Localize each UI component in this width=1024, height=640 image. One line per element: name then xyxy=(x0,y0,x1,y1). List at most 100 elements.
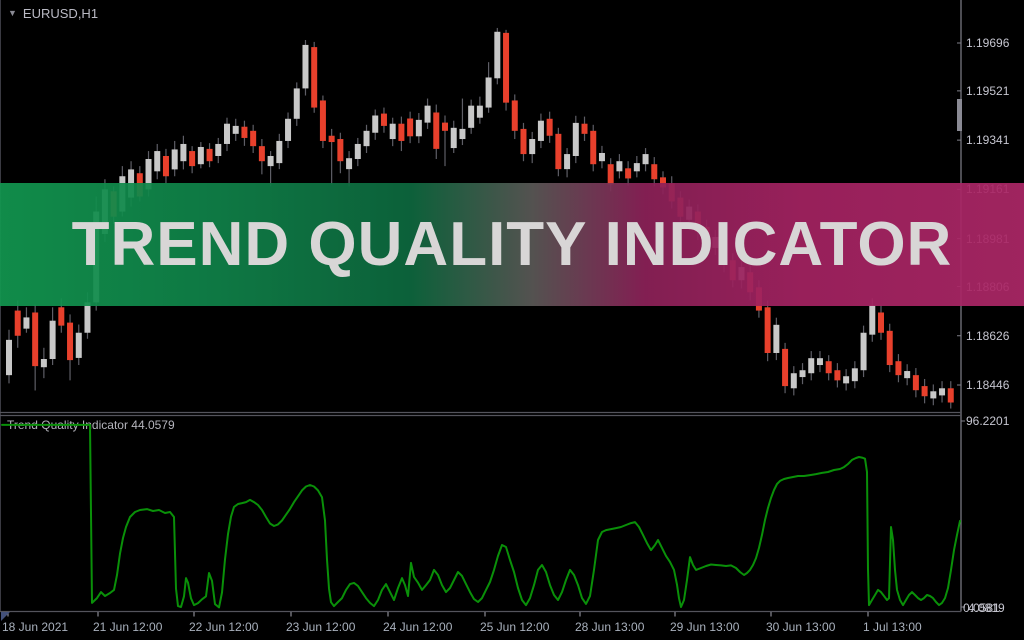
candle-bull xyxy=(197,146,204,165)
time-axis-label: 22 Jun 12:00 xyxy=(189,620,259,634)
candle-bear xyxy=(825,361,832,374)
candle-bull xyxy=(424,105,431,123)
candle-bear xyxy=(834,370,841,381)
candle-bear xyxy=(319,100,326,141)
candle-bull xyxy=(180,143,187,162)
candle-bull xyxy=(389,123,396,140)
indicator-scale-min-label-overlap: 4.0819 xyxy=(968,601,1005,615)
candle-bull xyxy=(904,371,911,379)
candle-bear xyxy=(886,330,893,366)
candle-bear xyxy=(895,361,902,376)
price-axis-label: 1.18446 xyxy=(966,378,1010,392)
candle-bear xyxy=(660,177,666,188)
promo-banner: TREND QUALITY INDICATOR xyxy=(0,183,1024,306)
candle-bull xyxy=(276,140,283,164)
candle-bear xyxy=(433,112,440,149)
candle-bull xyxy=(354,143,361,160)
candle-bull xyxy=(494,31,501,79)
candle-bear xyxy=(58,307,65,326)
candle-bear xyxy=(380,113,387,126)
candle-bull xyxy=(171,149,178,170)
candle-bear xyxy=(337,139,344,162)
candle-bull xyxy=(808,358,815,374)
price-axis-thumb[interactable] xyxy=(957,99,962,131)
candle-bull xyxy=(40,359,47,368)
candle-bull xyxy=(215,143,222,156)
candle-bull xyxy=(285,118,292,141)
candle-bull xyxy=(851,368,858,382)
candle-bull xyxy=(145,159,152,190)
candle-bull xyxy=(860,332,867,371)
candle-bear xyxy=(511,100,518,131)
candle-bull xyxy=(450,127,457,149)
candle-bear xyxy=(782,348,789,387)
time-axis-label: 30 Jun 13:00 xyxy=(766,620,836,634)
candle-bull xyxy=(232,125,239,134)
time-axis-label: 25 Jun 12:00 xyxy=(480,620,550,634)
candle-bull xyxy=(790,373,797,389)
candle-bull xyxy=(930,391,937,399)
symbol-dropdown-icon[interactable]: ▼ xyxy=(8,8,17,18)
candle-bull xyxy=(154,151,161,172)
candle-bull xyxy=(572,122,579,156)
candle-bull xyxy=(616,161,623,172)
candle-bull xyxy=(529,139,536,155)
candle-bull xyxy=(363,130,370,147)
candle-bear xyxy=(398,123,405,141)
candle-bear xyxy=(67,322,74,361)
candle-bear xyxy=(921,386,928,397)
candle-bear xyxy=(764,307,771,353)
candle-bull xyxy=(75,332,82,358)
candle-bull xyxy=(598,152,605,162)
time-axis-corner-icon xyxy=(1,612,10,621)
candle-bull xyxy=(23,317,30,329)
candle-bear xyxy=(878,312,884,333)
candle-bear xyxy=(442,122,448,131)
time-axis-label: 28 Jun 13:00 xyxy=(575,620,645,634)
candle-bull xyxy=(642,154,649,165)
candle-bull xyxy=(372,115,379,133)
time-axis-label: 23 Jun 12:00 xyxy=(286,620,356,634)
candle-bear xyxy=(555,133,562,170)
candle-bear xyxy=(503,32,510,103)
candle-bear xyxy=(581,123,588,134)
price-axis-label: 1.19696 xyxy=(966,36,1010,50)
candle-bull xyxy=(6,339,12,376)
candle-bear xyxy=(590,130,597,165)
indicator-scale-min-label: 0.0581 xyxy=(963,601,1000,615)
price-axis-label: 1.18626 xyxy=(966,328,1010,343)
candle-bull xyxy=(346,158,353,170)
candle-bull xyxy=(302,44,309,89)
candle-bear xyxy=(912,375,919,391)
candle-bull xyxy=(415,119,422,137)
candle-bull xyxy=(293,88,300,119)
candle-bull xyxy=(773,324,780,353)
candle-bear xyxy=(189,151,196,167)
candle-bull xyxy=(564,154,571,170)
candle-bull xyxy=(459,128,466,140)
time-axis-label: 21 Jun 12:00 xyxy=(93,620,163,634)
time-axis-label: 1 Jul 13:00 xyxy=(863,620,922,634)
symbol-box: ▼ EURUSD,H1 xyxy=(8,6,98,21)
price-axis-label: 1.19341 xyxy=(966,133,1010,148)
candle-bull xyxy=(939,388,946,396)
candle-bear xyxy=(241,126,248,138)
candle-bear xyxy=(311,47,318,108)
candle-bull xyxy=(476,105,483,118)
time-axis-label: 18 Jun 2021 xyxy=(2,620,69,634)
candle-bull xyxy=(485,77,492,108)
candle-bear xyxy=(546,118,553,136)
candle-bear xyxy=(206,148,213,162)
candle-bull xyxy=(537,120,544,141)
indicator-scale-max-label: 96.2201 xyxy=(966,414,1010,428)
candle-bear xyxy=(14,310,21,336)
candle-bull xyxy=(49,320,56,360)
time-axis-label: 24 Jun 12:00 xyxy=(383,620,453,634)
candle-bear xyxy=(250,130,257,147)
candle-bull xyxy=(267,155,274,167)
candle-bear xyxy=(328,135,335,143)
candle-bull xyxy=(816,358,823,366)
candle-bull xyxy=(84,302,91,333)
